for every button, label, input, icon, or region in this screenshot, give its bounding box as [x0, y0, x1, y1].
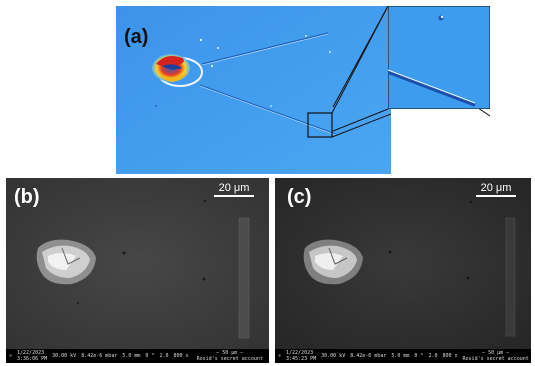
info-b-wd: 5.0 mm: [122, 353, 141, 359]
info-c-account: Rosid's secret account: [462, 356, 529, 362]
info-b-pressure: 8.42e-6 mbar: [81, 353, 118, 359]
zoom-inset-image: [387, 5, 491, 110]
zoom-connector-lines: [332, 6, 490, 132]
sem-image-c: [275, 178, 531, 349]
scale-bar-b-line: [214, 195, 254, 197]
scale-bar-c-line: [476, 195, 516, 197]
info-c-wd: 5.0 mm: [391, 353, 410, 359]
info-b-mag: 800 x: [173, 353, 189, 359]
info-c-hv: 30.00 kV: [321, 353, 346, 359]
scale-bar-b-label: 20 μm: [218, 182, 250, 194]
info-c-tilt: 0 °: [414, 353, 424, 359]
info-c-spot: 2.0: [428, 353, 438, 359]
info-b-scalebar: 50 μm: [222, 350, 238, 356]
scale-bar-b: 20 μm: [212, 182, 256, 197]
info-bar-c: ⚛ 1/22/2023 3:45:23 PM 30.00 kV 8.42e-6 m…: [275, 349, 531, 363]
info-c-scalebar: 50 μm: [488, 350, 504, 356]
info-b-date: 1/22/2023: [17, 350, 45, 356]
info-b-time: 3:36:06 PM: [17, 356, 48, 362]
panel-a: (a): [116, 5, 392, 174]
panel-b-label: (b): [14, 186, 40, 208]
info-b-spot: 2.0: [159, 353, 169, 359]
panel-c: (c) 20 μm ⚛ 1/22/2023 3:45:23 PM 30.00 kV…: [275, 178, 531, 363]
info-b-account: Rosid's secret account: [196, 356, 263, 362]
sem-image-b: [6, 178, 269, 349]
fei-logo-icon: ⚛: [278, 353, 282, 359]
info-c-mag: 800 x: [442, 353, 458, 359]
scale-bar-c-label: 20 μm: [480, 182, 512, 194]
info-c-pressure: 8.42e-6 mbar: [350, 353, 387, 359]
scale-bar-c: 20 μm: [474, 182, 518, 197]
zoom-inset: [387, 5, 491, 110]
panel-b: (b) 20 μm ⚛ 1/22/2023 3:36:06 PM 30.00 kV…: [6, 178, 269, 363]
panel-a-label: (a): [124, 26, 149, 48]
info-bar-b: ⚛ 1/22/2023 3:36:06 PM 30.00 kV 8.42e-6 m…: [6, 349, 269, 363]
info-b-tilt: 0 °: [145, 353, 155, 359]
info-c-date: 1/22/2023: [286, 350, 314, 356]
panel-c-label: (c): [287, 186, 312, 208]
height-map-image: [116, 5, 392, 174]
info-c-time: 3:45:23 PM: [286, 356, 317, 362]
fei-logo-icon: ⚛: [9, 353, 13, 359]
info-b-hv: 30.00 kV: [52, 353, 77, 359]
